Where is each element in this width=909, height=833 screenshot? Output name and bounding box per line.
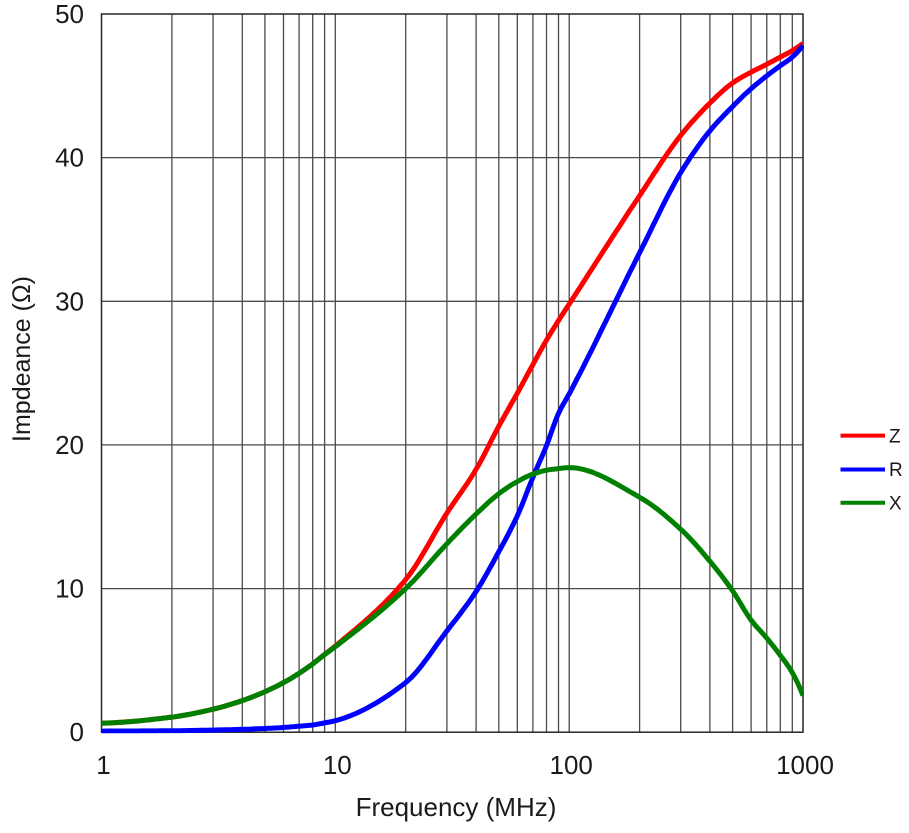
svg-text:40: 40 <box>55 143 84 173</box>
svg-text:20: 20 <box>55 430 84 460</box>
svg-text:30: 30 <box>55 286 84 316</box>
svg-text:R: R <box>889 460 903 481</box>
svg-text:10: 10 <box>323 750 352 780</box>
svg-text:X: X <box>889 494 902 515</box>
svg-text:50: 50 <box>55 0 84 29</box>
svg-text:100: 100 <box>550 750 593 780</box>
svg-text:Frequency (MHz): Frequency (MHz) <box>356 792 557 822</box>
svg-text:Impdeance (Ω): Impdeance (Ω) <box>8 276 36 442</box>
svg-text:Z: Z <box>889 426 901 447</box>
svg-text:0: 0 <box>70 717 84 747</box>
svg-text:1000: 1000 <box>776 750 834 780</box>
svg-text:1: 1 <box>96 750 110 780</box>
svg-text:10: 10 <box>55 574 84 604</box>
